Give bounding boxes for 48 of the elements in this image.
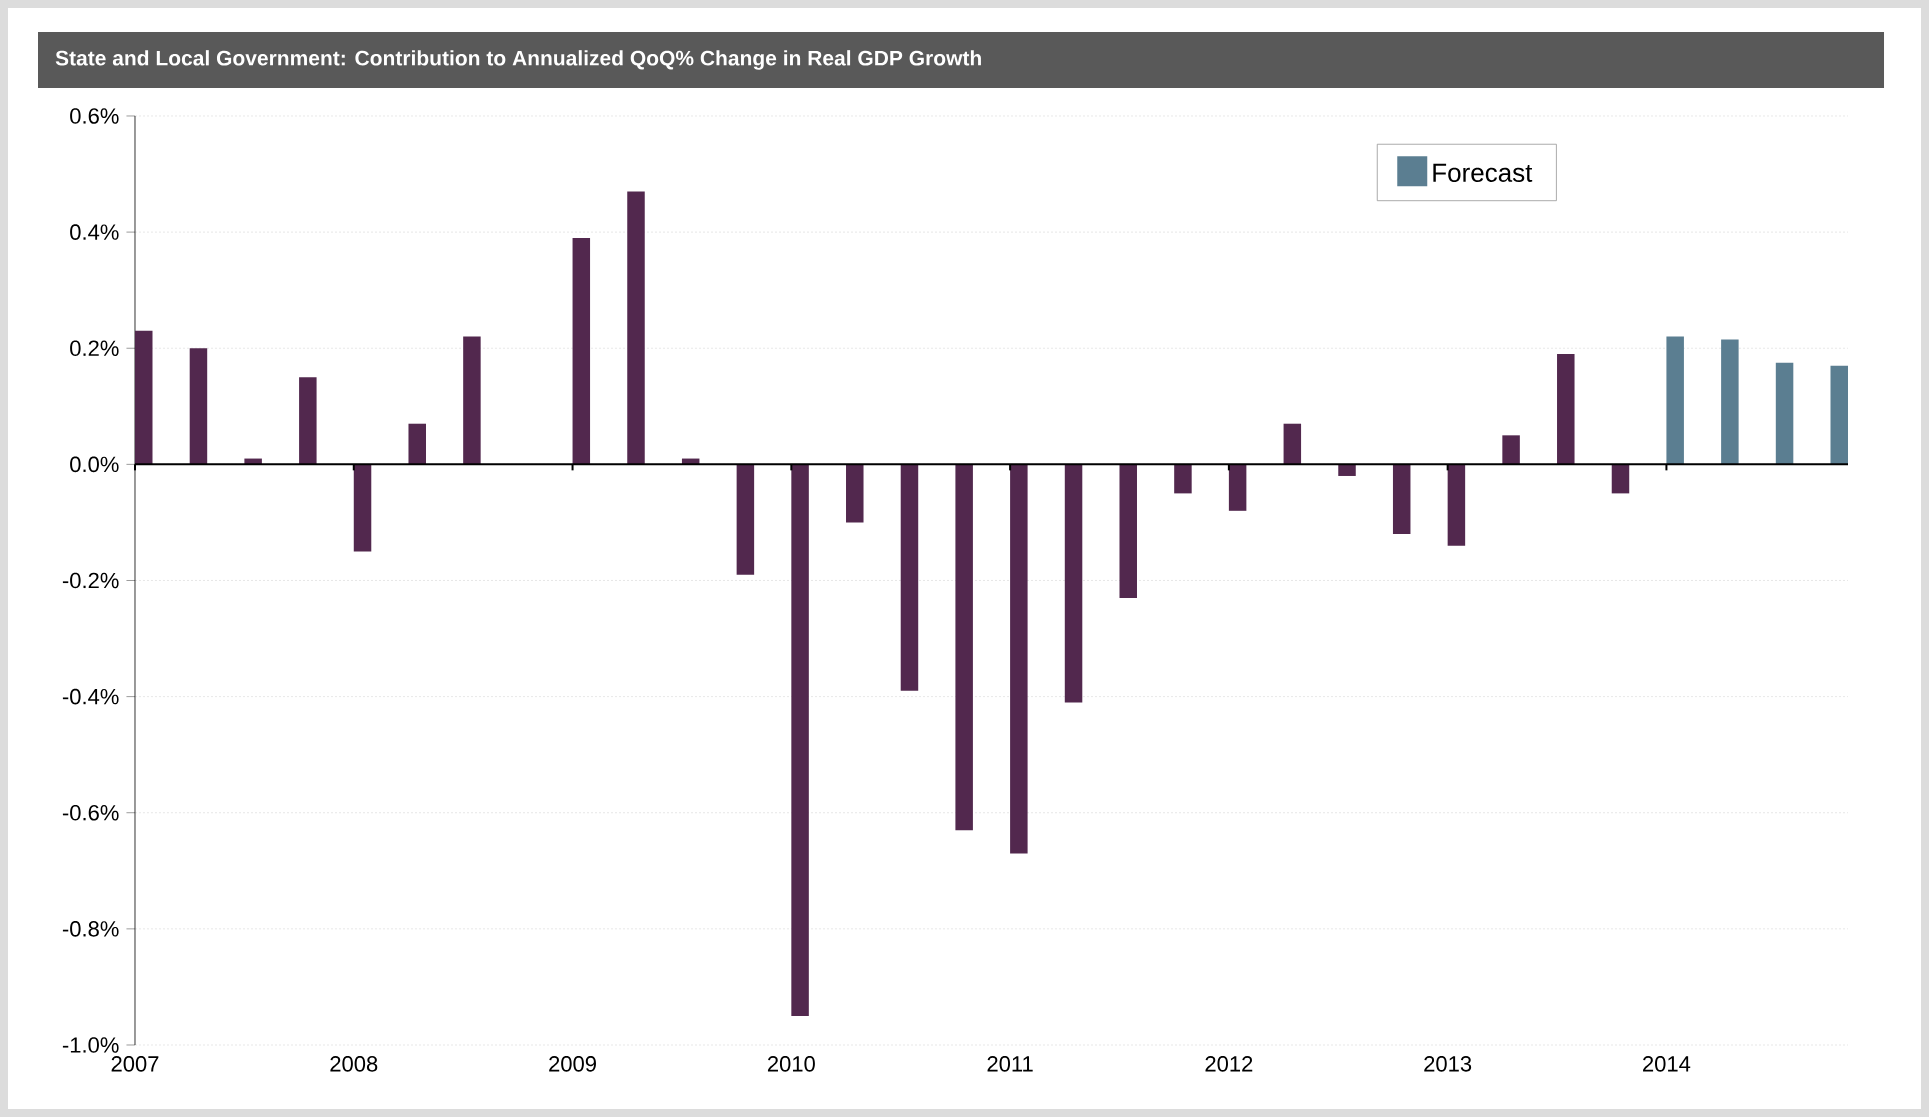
bar bbox=[1010, 464, 1028, 854]
x-tick-label: 2012 bbox=[1205, 1056, 1253, 1072]
bar bbox=[791, 464, 809, 1016]
bar bbox=[1064, 464, 1083, 703]
bar bbox=[1721, 339, 1739, 465]
bar bbox=[1775, 362, 1794, 465]
y-tick-label: -0.2% bbox=[62, 572, 119, 589]
bar bbox=[900, 464, 919, 691]
x-tick-label: 2007 bbox=[111, 1056, 159, 1072]
legend-label: Forecast bbox=[1433, 163, 1533, 182]
x-tick-label: 2013 bbox=[1424, 1056, 1472, 1072]
chart-title: State and Local Government: Contribution to Annualized QoQ% Change in Real GDP Growth bbox=[55, 50, 981, 70]
bar bbox=[463, 336, 481, 465]
y-tick-label: 0.4% bbox=[70, 224, 119, 240]
bar bbox=[572, 237, 591, 465]
bar bbox=[1119, 464, 1137, 598]
y-tick-label: -0.8% bbox=[62, 921, 119, 937]
x-tick-label: 2011 bbox=[987, 1056, 1033, 1072]
y-tick-label: 0.2% bbox=[70, 340, 119, 357]
x-tick-label: 2009 bbox=[549, 1056, 596, 1072]
x-tick-label: 2010 bbox=[767, 1056, 815, 1072]
bar bbox=[1228, 464, 1247, 511]
bar bbox=[1611, 464, 1630, 494]
bar bbox=[1557, 354, 1575, 465]
bar bbox=[1447, 464, 1466, 546]
bar bbox=[1392, 464, 1411, 535]
y-tick-label: 0.6% bbox=[70, 108, 119, 124]
bar bbox=[299, 377, 317, 465]
x-tick-label: 2008 bbox=[330, 1056, 378, 1072]
y-tick-label: -0.6% bbox=[62, 804, 119, 821]
bar bbox=[189, 348, 208, 465]
y-tick-label: 0.0% bbox=[70, 456, 119, 473]
bar bbox=[135, 330, 153, 465]
bar bbox=[1174, 464, 1192, 494]
bar bbox=[627, 191, 645, 465]
bar bbox=[1666, 336, 1684, 465]
y-tick-label: -0.4% bbox=[62, 688, 119, 705]
bar bbox=[1338, 464, 1356, 476]
bar bbox=[846, 464, 864, 523]
bar bbox=[955, 464, 973, 831]
y-tick-label: -1.0% bbox=[62, 1037, 119, 1053]
bar bbox=[736, 464, 755, 575]
bar bbox=[408, 423, 426, 465]
bar bbox=[1283, 423, 1302, 465]
bar bbox=[1830, 365, 1848, 465]
x-tick-label: 2014 bbox=[1643, 1056, 1691, 1072]
bar bbox=[1502, 435, 1520, 465]
bar bbox=[353, 464, 372, 552]
